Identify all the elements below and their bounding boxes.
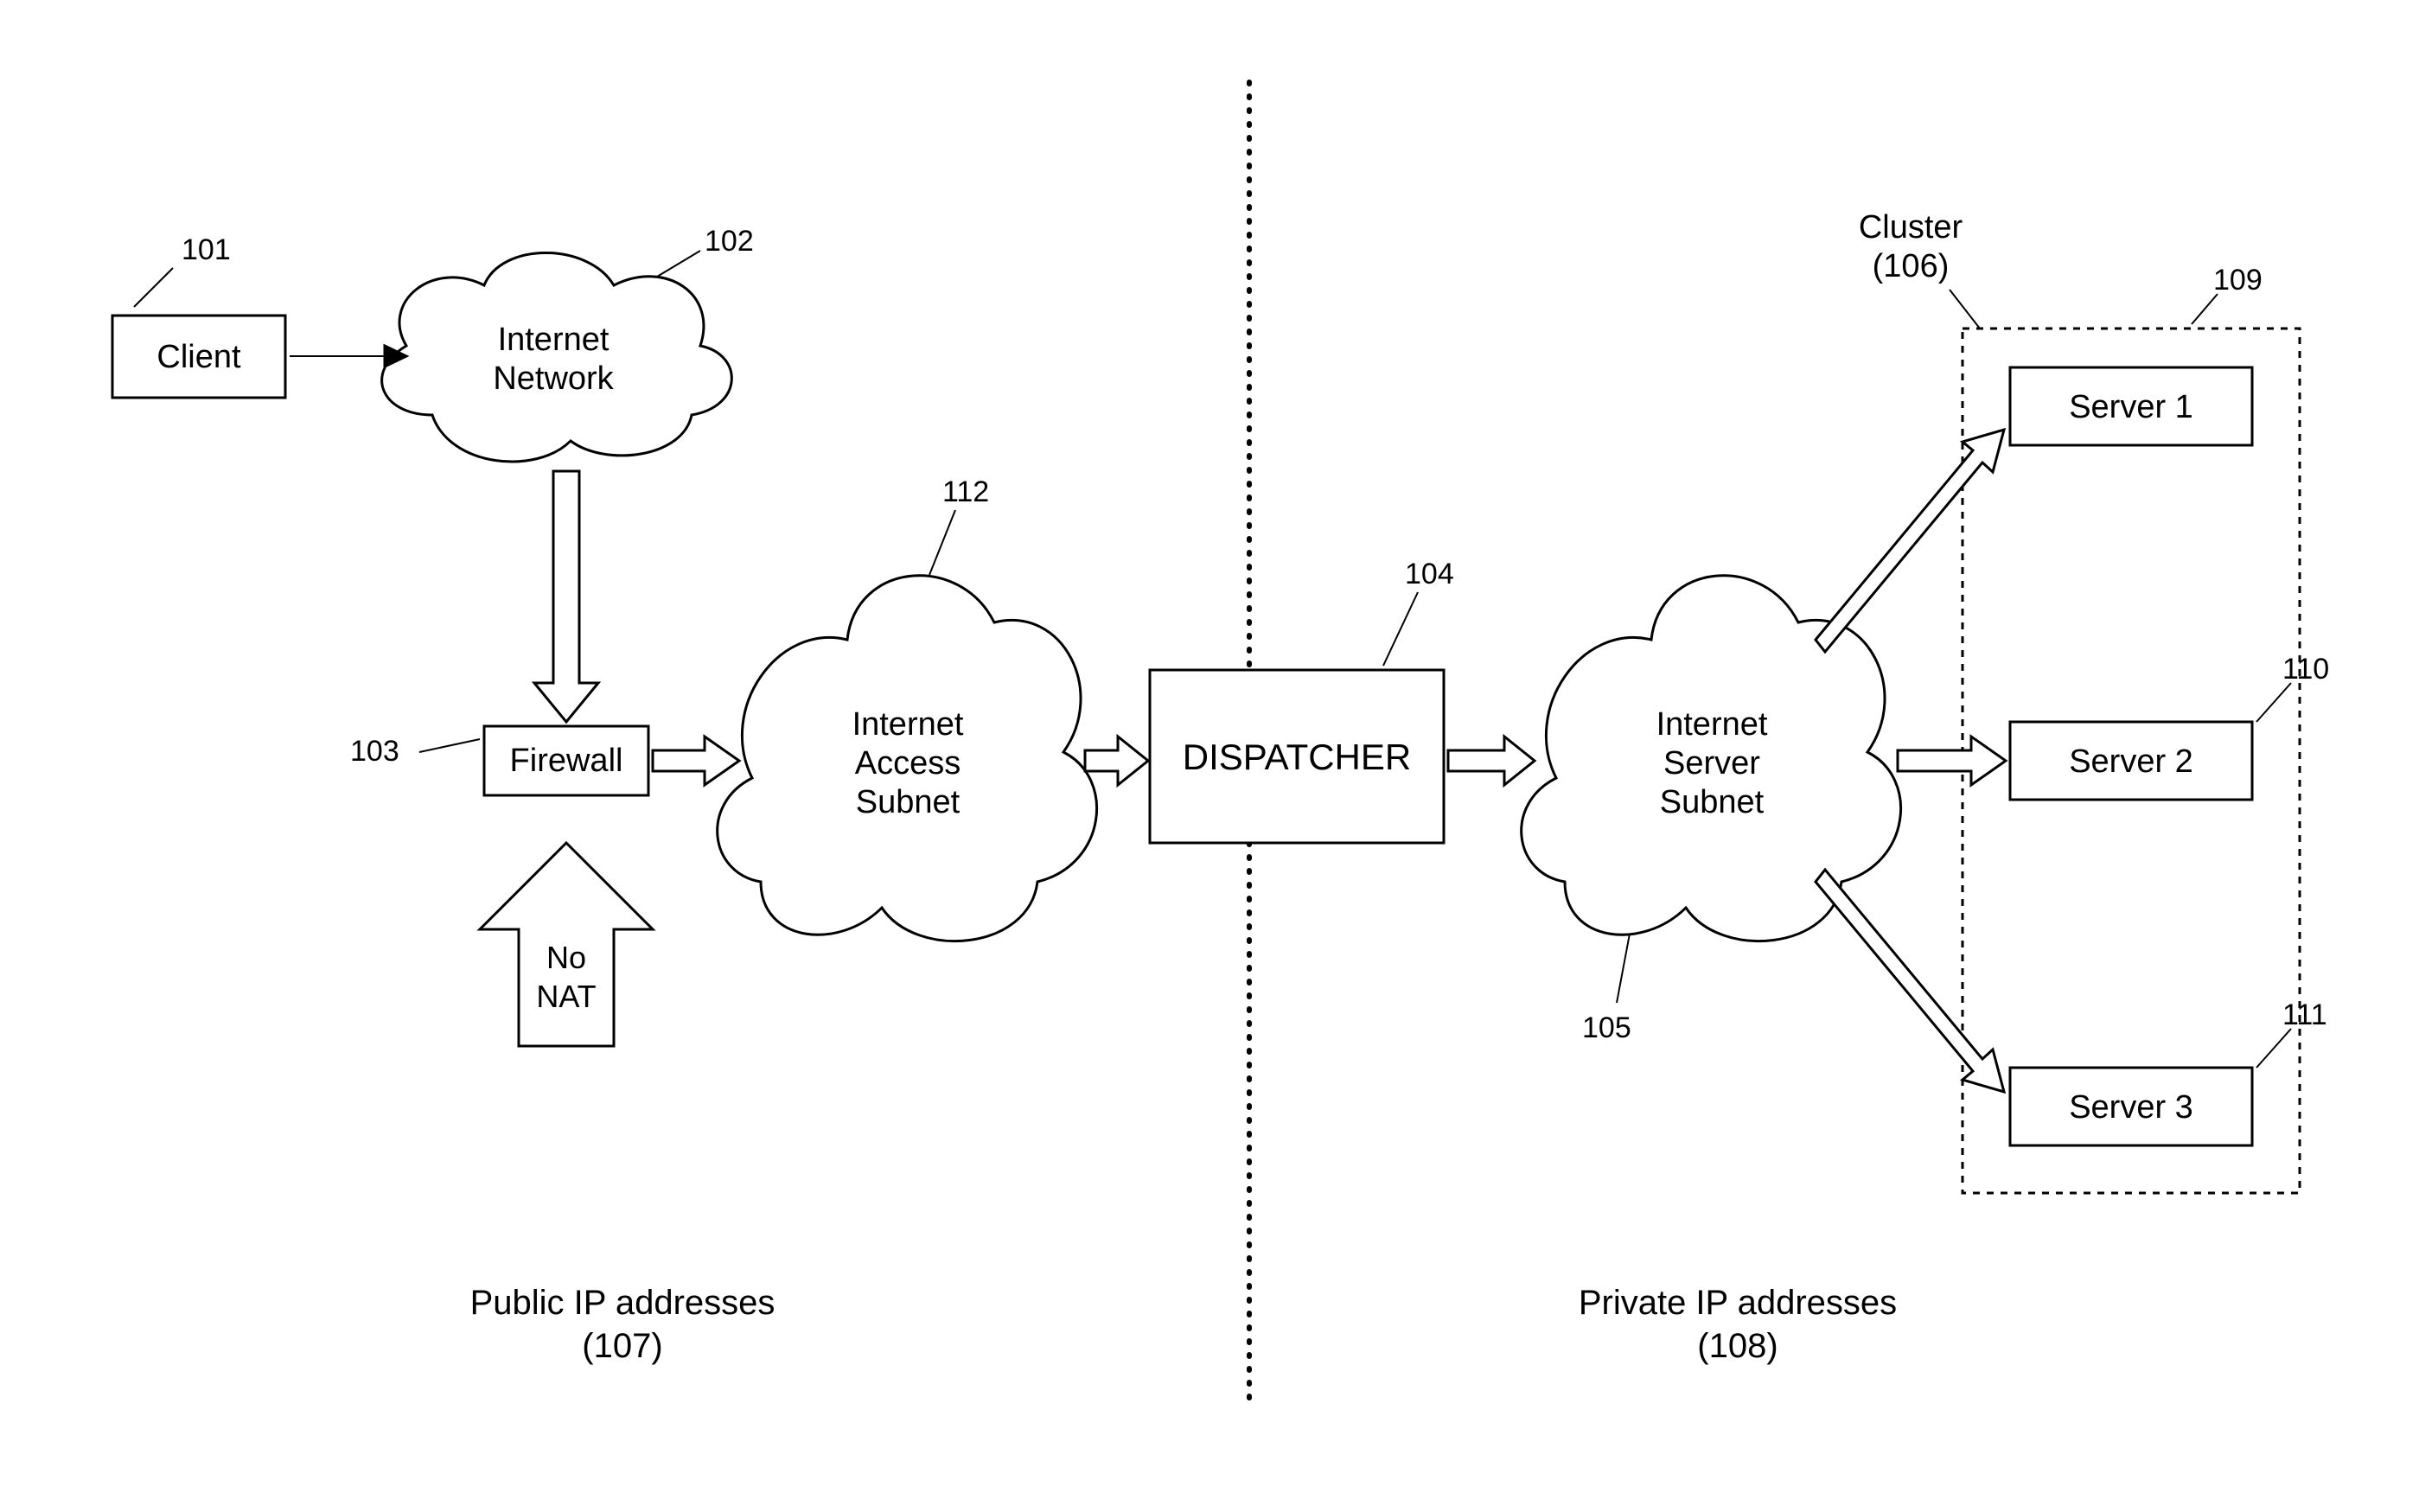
- svg-text:102: 102: [705, 225, 754, 258]
- svg-text:Internet: Internet: [852, 706, 964, 743]
- svg-text:112: 112: [942, 475, 989, 508]
- node-no-nat: No NAT: [480, 843, 653, 1046]
- svg-text:Internet: Internet: [498, 322, 610, 358]
- svg-text:Client: Client: [156, 339, 241, 375]
- node-server3: Server 3 111: [2010, 998, 2327, 1145]
- svg-text:Server 1: Server 1: [2069, 389, 2193, 425]
- svg-text:Firewall: Firewall: [510, 743, 623, 779]
- node-server2: Server 2 110: [2010, 653, 2329, 800]
- node-server1: Server 1: [2010, 367, 2252, 445]
- svg-text:Subnet: Subnet: [1660, 784, 1765, 820]
- network-diagram: Client 101 Internet Network 102 Firewall…: [0, 0, 2419, 1512]
- region-private: Private IP addresses (108): [1579, 1284, 1897, 1365]
- svg-text:Server: Server: [1663, 745, 1760, 782]
- svg-text:(107): (107): [582, 1327, 662, 1365]
- edge-client-internet: [290, 346, 406, 367]
- node-firewall: Firewall 103: [350, 726, 648, 795]
- svg-text:NAT: NAT: [536, 979, 596, 1014]
- svg-text:Subnet: Subnet: [856, 784, 961, 820]
- node-access-cloud: Internet Access Subnet 112: [718, 475, 1097, 941]
- edge-serversub-server3: [1816, 870, 2004, 1092]
- edge-internet-firewall: [534, 471, 598, 722]
- svg-text:Private IP addresses: Private IP addresses: [1579, 1284, 1897, 1322]
- edge-serversub-server1: [1816, 430, 2004, 652]
- node-dispatcher: DISPATCHER 104: [1150, 558, 1454, 843]
- svg-text:Access: Access: [855, 745, 961, 782]
- svg-text:DISPATCHER: DISPATCHER: [1183, 737, 1411, 777]
- svg-text:Server 2: Server 2: [2069, 743, 2193, 780]
- edge-dispatcher-serversub: [1448, 737, 1535, 785]
- edge-access-dispatcher: [1085, 737, 1148, 785]
- svg-text:110: 110: [2282, 653, 2329, 686]
- node-serversub-cloud: Internet Server Subnet 105: [1522, 576, 1901, 1044]
- svg-text:111: 111: [2282, 998, 2327, 1031]
- svg-text:104: 104: [1405, 558, 1454, 590]
- svg-text:Server 3: Server 3: [2069, 1089, 2193, 1126]
- svg-text:(108): (108): [1697, 1327, 1778, 1365]
- edge-serversub-server2: [1898, 737, 2006, 785]
- svg-text:109: 109: [2213, 264, 2263, 297]
- svg-text:No: No: [546, 940, 586, 975]
- svg-text:Cluster: Cluster: [1859, 209, 1963, 246]
- svg-text:(106): (106): [1873, 248, 1950, 284]
- region-public: Public IP addresses (107): [470, 1284, 775, 1365]
- cluster-group: Cluster (106) 109: [1859, 209, 2300, 1193]
- edge-firewall-access: [653, 737, 739, 785]
- svg-text:Public IP addresses: Public IP addresses: [470, 1284, 775, 1322]
- svg-text:101: 101: [182, 233, 231, 266]
- svg-text:105: 105: [1582, 1011, 1631, 1044]
- svg-text:Network: Network: [493, 360, 614, 397]
- node-client: Client 101: [112, 233, 285, 398]
- node-internet-cloud: Internet Network 102: [382, 225, 754, 462]
- svg-text:Internet: Internet: [1656, 706, 1768, 743]
- svg-text:103: 103: [350, 735, 399, 768]
